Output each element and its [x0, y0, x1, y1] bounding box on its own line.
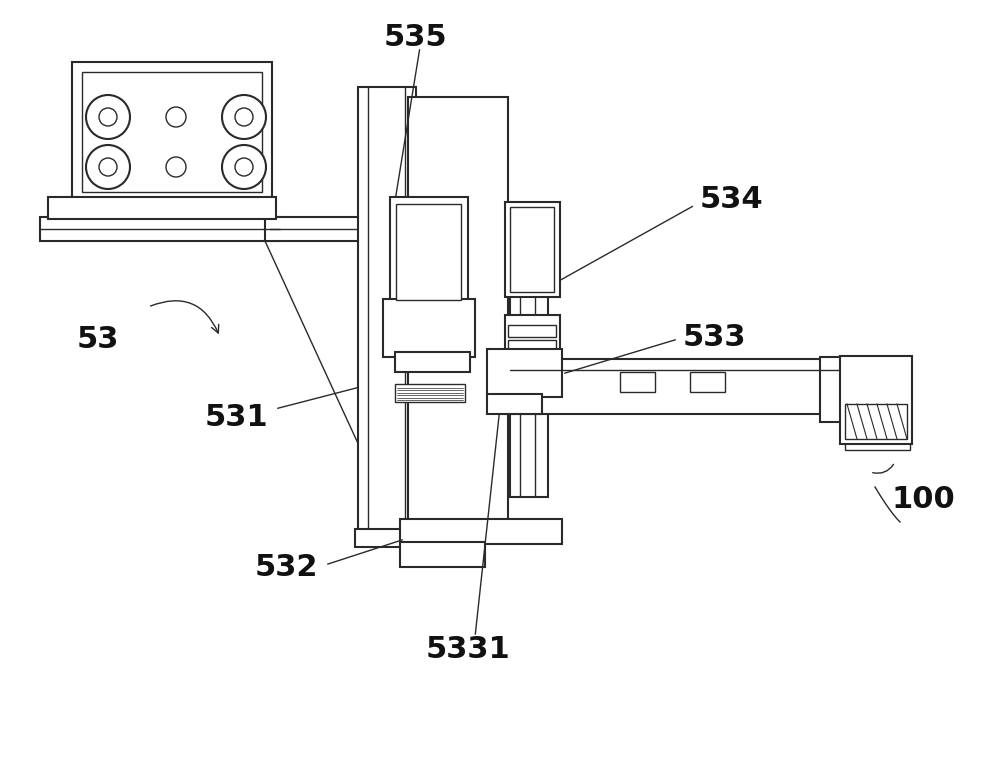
Bar — [505, 315, 560, 355]
Circle shape — [86, 145, 130, 189]
Bar — [510, 245, 548, 497]
Text: 535: 535 — [383, 22, 447, 51]
Bar — [40, 217, 280, 241]
Bar — [845, 442, 910, 450]
Bar — [395, 384, 465, 402]
Bar — [400, 519, 562, 544]
Bar — [395, 352, 470, 372]
Bar — [820, 357, 855, 422]
Circle shape — [99, 108, 117, 126]
Bar — [82, 72, 262, 192]
Circle shape — [235, 108, 253, 126]
Text: 100: 100 — [892, 486, 956, 515]
Bar — [500, 209, 558, 247]
Text: 534: 534 — [700, 185, 763, 213]
Circle shape — [166, 157, 186, 177]
Bar — [487, 349, 562, 397]
Bar — [487, 394, 542, 414]
Text: 533: 533 — [683, 322, 747, 351]
Bar — [508, 340, 556, 352]
Bar — [505, 202, 560, 297]
Bar — [620, 372, 655, 392]
Text: 532: 532 — [254, 552, 318, 581]
Bar — [510, 207, 554, 292]
Circle shape — [222, 145, 266, 189]
Circle shape — [86, 95, 130, 139]
Bar — [383, 299, 475, 357]
Bar — [400, 542, 485, 567]
Bar — [408, 97, 508, 537]
FancyArrowPatch shape — [151, 301, 219, 333]
Bar — [505, 359, 855, 414]
Bar — [396, 204, 461, 300]
Circle shape — [222, 95, 266, 139]
Bar — [508, 325, 556, 337]
Bar — [48, 197, 276, 219]
Bar — [358, 87, 416, 537]
Circle shape — [235, 158, 253, 176]
Text: 5331: 5331 — [425, 636, 510, 664]
Bar — [265, 217, 545, 241]
Bar — [690, 372, 725, 392]
Circle shape — [166, 107, 186, 127]
Bar — [845, 404, 907, 439]
Bar — [72, 62, 272, 202]
Bar — [355, 529, 419, 547]
Bar — [840, 356, 912, 444]
Text: 53: 53 — [77, 324, 119, 354]
Text: 531: 531 — [205, 403, 268, 432]
Bar — [390, 197, 468, 307]
Circle shape — [99, 158, 117, 176]
